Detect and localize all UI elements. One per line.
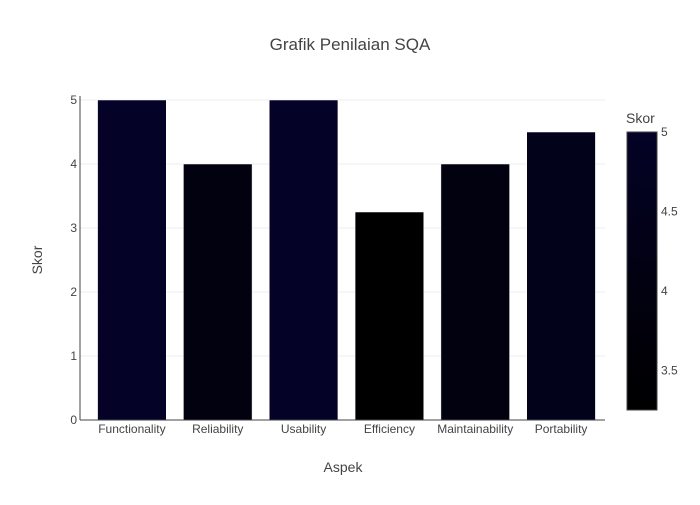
y-tick-label: 3 [70, 221, 77, 235]
x-axis-label: Aspek [324, 459, 364, 475]
bar-efficiency[interactable] [354, 211, 425, 421]
x-tick-labels: Functionality Reliability Usability Efficie… [98, 422, 587, 436]
colorbar: Skor 3.5 4 4.5 5 [626, 110, 678, 411]
colorbar-tick-label: 5 [661, 125, 668, 139]
bar-portability[interactable] [526, 131, 596, 421]
colorbar-tick-label: 3.5 [661, 363, 678, 377]
x-tick-label: Portability [535, 422, 588, 436]
x-tick-label: Usability [281, 422, 326, 436]
x-tick-label: Maintainability [437, 422, 513, 436]
y-tick-label: 0 [70, 413, 77, 427]
bar-usability[interactable] [269, 99, 339, 421]
grid-lines [80, 99, 605, 357]
colorbar-tick-label: 4 [661, 284, 668, 298]
bar-reliability[interactable] [183, 163, 253, 421]
y-axis-label: Skor [29, 245, 45, 274]
colorbar-tick-label: 4.5 [661, 204, 678, 218]
colorbar-gradient [626, 131, 658, 411]
bar-maintainability[interactable] [440, 163, 510, 421]
y-tick-labels: 0 1 2 3 4 5 [70, 93, 77, 427]
y-tick-label: 5 [70, 93, 77, 107]
axes [79, 96, 605, 421]
x-tick-label: Reliability [192, 422, 243, 436]
x-tick-label: Functionality [98, 422, 165, 436]
colorbar-title: Skor [626, 110, 655, 126]
bars [97, 99, 596, 421]
y-tick-label: 2 [70, 285, 77, 299]
chart-title: Grafik Penilaian SQA [270, 35, 431, 54]
y-tick-label: 1 [70, 349, 77, 363]
bar-functionality[interactable] [97, 99, 167, 421]
x-tick-label: Efficiency [364, 422, 415, 436]
y-tick-label: 4 [70, 157, 77, 171]
